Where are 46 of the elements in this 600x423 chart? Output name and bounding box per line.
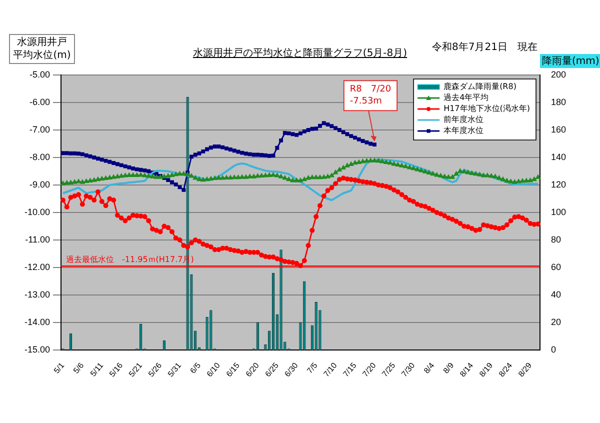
y-tick-label: -15.00 xyxy=(24,344,50,354)
annotation: R8 7/20 -7.53m xyxy=(350,84,392,106)
y2-tick-label: 140 xyxy=(551,152,566,162)
x-tick-label: 5/21 xyxy=(127,360,144,379)
x-tick-label: 5/6 xyxy=(72,360,86,376)
legend-label: H17年地下水位(渇水年) xyxy=(444,104,530,114)
chart-subtitle: 令和8年7月21日 現在 xyxy=(432,40,538,54)
y2-tick-label: 80 xyxy=(551,234,562,244)
legend-label: 前年度水位 xyxy=(444,115,484,124)
y2-tick-label: 20 xyxy=(551,316,562,327)
y2-tick-label: 60 xyxy=(551,262,562,272)
y-tick-label: -14.00 xyxy=(24,316,50,327)
legend-label: 鹿森ダム降雨量(R8) xyxy=(444,82,516,92)
y-tick-label: -12.00 xyxy=(24,262,50,272)
y2-axis-title: 降雨量(mm) xyxy=(540,54,600,68)
y2-tick-label: 180 xyxy=(551,96,566,107)
y2-tick-label: 0 xyxy=(551,344,556,354)
x-tick-label: 7/30 xyxy=(400,360,418,379)
y2-tick-label: 160 xyxy=(551,124,566,134)
y-tick-label: -7.00 xyxy=(29,124,50,134)
x-tick-label: 8/29 xyxy=(516,360,534,379)
x-tick-label: 5/11 xyxy=(88,360,106,378)
legend-label: 過去4年平均 xyxy=(444,93,489,102)
y2-tick-label: 120 xyxy=(551,179,566,190)
y-tick-label: -5.00 xyxy=(29,69,50,80)
x-tick-label: 5/31 xyxy=(166,360,184,379)
x-tick-label: 7/25 xyxy=(380,360,398,379)
legend-label: 本年度水位 xyxy=(444,126,484,136)
chart-title: 水源用井戸の平均水位と降雨量グラフ(5月-8月) xyxy=(192,48,408,59)
y2-tick-label: 40 xyxy=(551,289,562,300)
y-axis-title: 水源用井戸平均水位(m) xyxy=(9,34,75,64)
y-tick-label: -10.00 xyxy=(24,206,50,217)
x-tick-label: 8/4 xyxy=(422,360,436,376)
y-tick-label: -13.00 xyxy=(24,289,50,300)
y-tick-label: -11.00 xyxy=(25,234,50,244)
x-tick-label: 6/5 xyxy=(188,360,203,376)
x-tick-label: 5/1 xyxy=(52,360,67,376)
y2-tick-label: 200 xyxy=(551,69,566,80)
y-tick-label: -6.00 xyxy=(29,96,50,107)
x-tick-label: 8/9 xyxy=(442,360,456,376)
y-tick-label: -8.00 xyxy=(29,152,50,162)
x-tick-label: 8/19 xyxy=(478,360,495,379)
x-tick-label: 7/20 xyxy=(360,360,378,379)
x-tick-label: 7/5 xyxy=(305,360,320,376)
y2-tick-label: 100 xyxy=(551,206,566,217)
y-tick-label: -9.00 xyxy=(29,179,50,190)
